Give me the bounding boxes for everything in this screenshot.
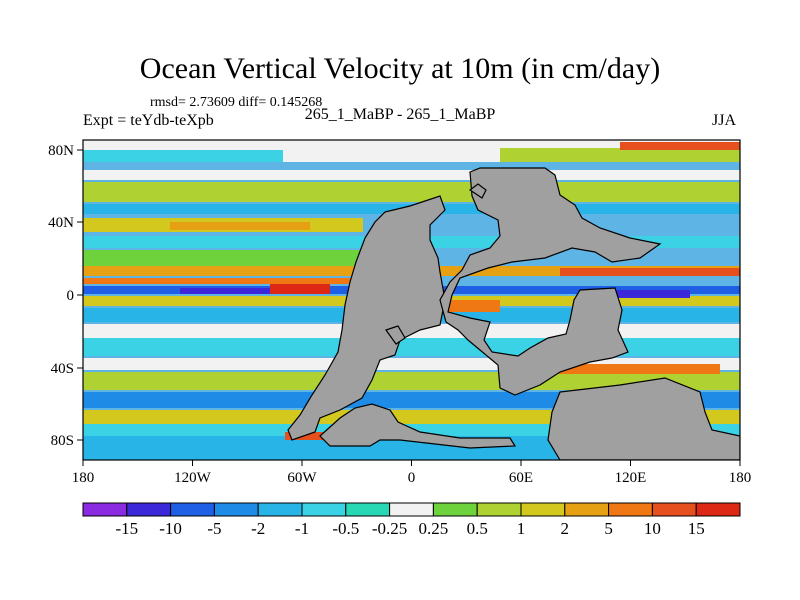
colorbar-label: -15 xyxy=(115,519,138,538)
land-masks xyxy=(287,167,740,460)
velocity-patch xyxy=(83,150,283,162)
lat-label: 0 xyxy=(67,288,75,304)
australasia-landmass xyxy=(547,377,740,460)
lat-label: 80N xyxy=(48,143,74,159)
colorbar-label: -2 xyxy=(251,519,265,538)
antarctic-shelf xyxy=(319,403,517,449)
velocity-patch xyxy=(285,432,345,440)
lat-label: 40S xyxy=(51,361,74,377)
colorbar-swatch xyxy=(476,502,522,517)
velocity-patch xyxy=(500,148,740,162)
velocity-patch xyxy=(440,300,500,312)
colorbar-swatch xyxy=(695,502,741,517)
lon-label: 180 xyxy=(72,470,95,486)
colorbar-label: 1 xyxy=(517,519,526,538)
lon-tick-labels: 180 120W 60W 0 60E 120E 180 xyxy=(72,470,752,486)
experiment-label: Expt = teYdb-teXpb xyxy=(83,112,214,129)
velocity-patch xyxy=(600,290,690,298)
map-subtitle: 265_1_MaBP - 265_1_MaBP xyxy=(304,106,496,123)
velocity-patch xyxy=(83,338,740,356)
colorbar-swatch xyxy=(520,502,566,517)
lat-axis xyxy=(77,149,83,441)
colorbar: -15 -10 -5 -2 -1 -0.5 -0.25 0.25 0.5 1 2 5 10 15 xyxy=(82,502,741,538)
colorbar-swatch xyxy=(213,502,259,517)
colorbar-label: 0.25 xyxy=(419,519,449,538)
arctic-island xyxy=(468,183,487,199)
velocity-patch xyxy=(83,170,740,180)
colorbar-label: 15 xyxy=(688,519,705,538)
colorbar-swatch xyxy=(82,502,128,517)
lon-axis xyxy=(82,460,741,466)
pacific-island xyxy=(385,325,406,345)
colorbar-swatch xyxy=(170,502,215,517)
velocity-patch xyxy=(83,182,740,202)
season-label: JJA xyxy=(712,112,737,129)
velocity-patch xyxy=(83,278,363,284)
velocity-patch xyxy=(170,222,310,230)
velocity-patch xyxy=(520,364,720,374)
velocity-patch xyxy=(180,288,300,294)
lon-label: 60W xyxy=(287,470,317,486)
map-title: Ocean Vertical Velocity at 10m (in cm/da… xyxy=(139,52,661,85)
velocity-patch xyxy=(620,142,740,150)
colorbar-label: -0.5 xyxy=(332,519,359,538)
colorbar-swatch xyxy=(389,502,434,517)
rmsd-diff-stats: rmsd= 2.73609 diff= 0.145268 xyxy=(150,95,323,110)
colorbar-label: -5 xyxy=(207,519,221,538)
colorbar-label: 10 xyxy=(644,519,661,538)
colorbar-swatch xyxy=(564,502,610,517)
colorbar-swatch xyxy=(345,502,391,517)
americas-landmass xyxy=(287,195,446,441)
velocity-patch xyxy=(83,372,740,390)
lat-tick-labels: 80N 40N 0 40S 80S xyxy=(48,143,74,449)
lon-label: 60E xyxy=(509,470,533,486)
lon-label: 120W xyxy=(174,470,212,486)
lon-label: 120E xyxy=(615,470,647,486)
colorbar-swatch xyxy=(257,502,303,517)
colorbar-label: 0.5 xyxy=(467,519,488,538)
colorbar-swatch xyxy=(651,502,697,517)
colorbar-swatch xyxy=(608,502,653,517)
lat-label: 40N xyxy=(48,215,74,231)
eurasia-landmass xyxy=(439,167,662,396)
colorbar-swatch xyxy=(432,502,478,517)
lon-label: 0 xyxy=(408,470,416,486)
lat-label: 80S xyxy=(51,433,74,449)
colorbar-label: 2 xyxy=(561,519,570,538)
velocity-patch xyxy=(83,250,383,266)
lon-label: 180 xyxy=(729,470,752,486)
colorbar-swatch xyxy=(301,502,347,517)
velocity-patch xyxy=(560,268,740,276)
colorbar-label: -1 xyxy=(295,519,309,538)
colorbar-label: 5 xyxy=(604,519,613,538)
colorbar-label: -0.25 xyxy=(372,519,407,538)
colorbar-label: -10 xyxy=(159,519,182,538)
colorbar-swatch xyxy=(126,502,172,517)
velocity-patch xyxy=(270,284,330,294)
map-plot-area xyxy=(83,140,740,460)
